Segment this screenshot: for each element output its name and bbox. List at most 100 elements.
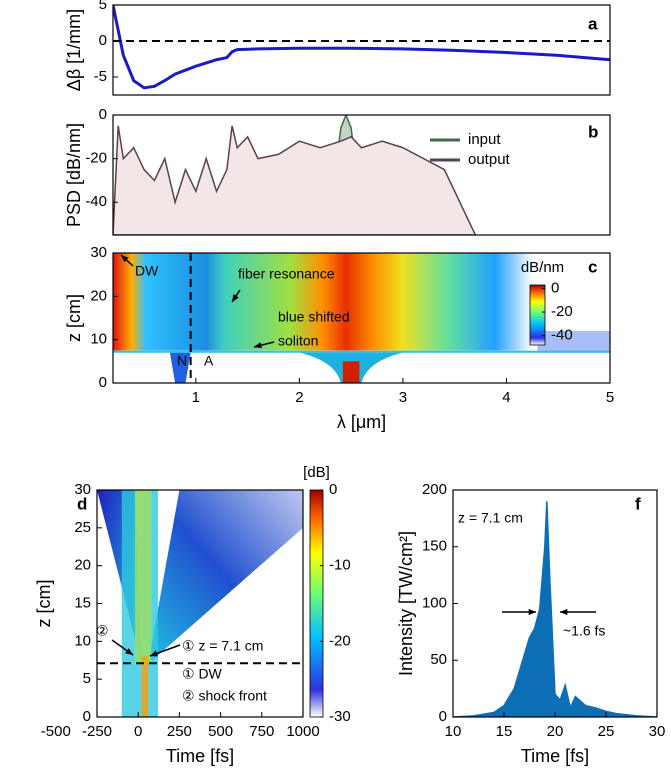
colorbar-tick-label: -10 (329, 557, 351, 574)
y-axis-label: Intensity [TW/cm²] (396, 531, 416, 676)
arrow-head (254, 342, 262, 349)
y-tick-label: 0 (83, 708, 91, 725)
plot-frame (112, 252, 611, 384)
colorbar-tick-label: -20 (329, 632, 351, 649)
y-tick-label: 20 (90, 287, 107, 304)
arrow-head (232, 294, 239, 302)
x-tick-label: -500 (41, 723, 71, 740)
y-tick-label: 0 (439, 708, 447, 725)
x-tick-label: -250 (82, 723, 112, 740)
y-tick-label: 0 (99, 106, 107, 123)
annotation: N (177, 353, 187, 369)
annotation: A (204, 353, 214, 369)
y-tick-label: 200 (422, 481, 447, 498)
arrow-head (560, 608, 568, 616)
arrow-head (150, 650, 158, 657)
heatmap-image (141, 656, 149, 717)
x-axis-label: λ [μm] (337, 412, 386, 432)
arrow-head (121, 255, 129, 263)
plot-area (453, 501, 657, 717)
y-tick-label: 20 (74, 557, 91, 574)
arrow-head (125, 648, 133, 655)
y-tick-label: 100 (422, 594, 447, 611)
y-tick-label: -40 (85, 193, 107, 210)
x-tick-label: 0 (134, 723, 142, 740)
annotation: ① DW (182, 666, 223, 682)
panel-label: f (635, 494, 641, 513)
heatmap-image (169, 352, 191, 383)
annotation: ~1.6 fs (563, 623, 605, 639)
area (453, 501, 657, 717)
y-tick-label: 0 (99, 374, 107, 391)
x-tick-label: 3 (399, 389, 407, 406)
panel-label: b (588, 122, 598, 141)
colorbar-tick-label: -20 (551, 303, 573, 320)
colorbar-label: [dB] (303, 464, 330, 481)
colorbar-tick-label: -40 (551, 327, 573, 344)
annotation: DW (135, 263, 159, 279)
y-tick-label: 10 (90, 331, 107, 348)
x-axis-label: Time [fs] (521, 746, 589, 766)
annotation: soliton (278, 333, 318, 349)
plot-area (113, 5, 610, 90)
y-tick-label: 30 (90, 244, 107, 261)
x-tick-label: 15 (496, 723, 513, 740)
heatmap-image (537, 331, 610, 353)
heatmap-image (113, 253, 579, 351)
x-tick-label: 500 (208, 723, 233, 740)
plot-frame (112, 4, 611, 96)
heatmap-image (134, 490, 152, 665)
y-tick-label: 5 (99, 0, 107, 13)
colorbar-tick-label: 0 (551, 279, 559, 296)
colorbar (309, 489, 324, 718)
legend-label: output (468, 151, 511, 168)
annotation: z = 7.1 cm (458, 510, 523, 526)
annotation: blue shifted (278, 309, 350, 325)
x-tick-label: 750 (249, 723, 274, 740)
x-tick-label: 25 (598, 723, 615, 740)
legend-label: input (468, 131, 501, 148)
colorbar-label: dB/nm (521, 259, 564, 276)
x-axis-label: Time [fs] (166, 746, 234, 766)
line (113, 5, 610, 90)
x-tick-label: 1000 (286, 723, 319, 740)
x-tick-label: 10 (445, 723, 462, 740)
plot-area (113, 115, 477, 235)
y-tick-label: 5 (83, 670, 91, 687)
heatmap-image (148, 490, 303, 665)
panel-label: c (588, 257, 597, 276)
y-axis-label: z [cm] (64, 294, 84, 342)
y-axis-label: z [cm] (34, 580, 54, 628)
x-tick-label: 4 (502, 389, 510, 406)
colorbar-tick-label: 0 (329, 481, 337, 498)
y-tick-label: 10 (74, 632, 91, 649)
y-tick-label: 25 (74, 519, 91, 536)
plot-frame (112, 114, 611, 236)
y-tick-label: 15 (74, 594, 91, 611)
panel-label: a (588, 14, 598, 33)
y-tick-label: 150 (422, 538, 447, 555)
annotation: ② shock front (182, 688, 267, 704)
colorbar (529, 284, 546, 346)
x-tick-label: 20 (547, 723, 564, 740)
annotation: ① z = 7.1 cm (182, 638, 263, 654)
y-axis-label: PSD [dB/nm] (64, 123, 84, 227)
y-tick-label: 30 (74, 481, 91, 498)
plot-area (97, 490, 303, 717)
x-tick-label: 1 (192, 389, 200, 406)
colorbar-tick-label: -30 (329, 708, 351, 725)
y-tick-label: 0 (99, 32, 107, 49)
x-tick-label: 30 (649, 723, 666, 740)
x-tick-label: 2 (295, 389, 303, 406)
area (113, 125, 477, 235)
y-tick-label: -5 (94, 68, 107, 85)
annotation: fiber resonance (238, 266, 335, 282)
x-tick-label: 250 (167, 723, 192, 740)
y-axis-label: Δβ [1/mm] (64, 9, 84, 91)
panel-label: d (77, 494, 87, 513)
y-tick-label: -20 (85, 150, 107, 167)
annotation: ② (96, 623, 109, 639)
arrow-head (528, 608, 536, 616)
heatmap-image (342, 361, 360, 383)
